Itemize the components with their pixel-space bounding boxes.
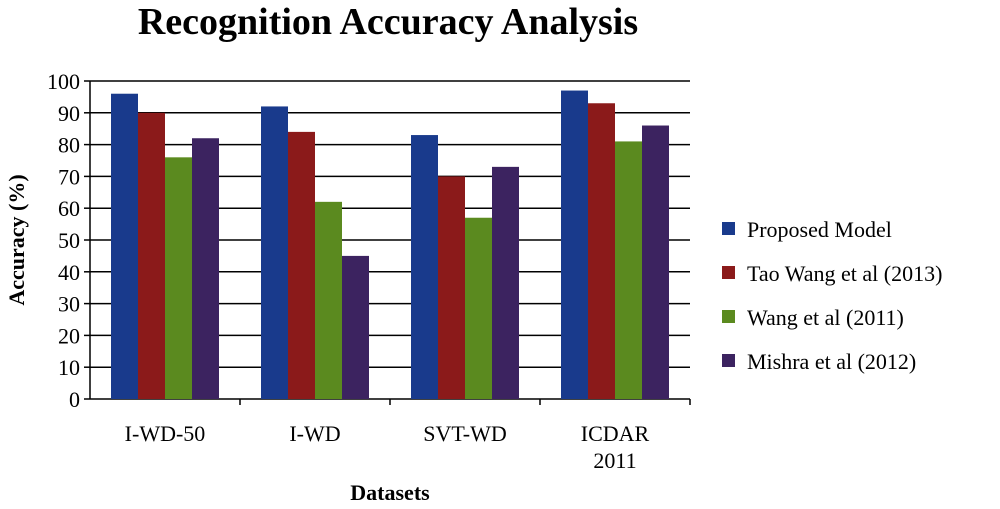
x-tick-label: 2011: [593, 448, 636, 473]
bar-proposed-model-1: [261, 106, 288, 399]
bar-proposed-model-3: [561, 90, 588, 399]
y-tick-label: 50: [58, 228, 80, 253]
y-tick-label: 30: [58, 292, 80, 317]
legend-label: Wang et al (2011): [747, 305, 904, 330]
y-tick-label: 20: [58, 323, 80, 348]
legend-label: Mishra et al (2012): [747, 349, 916, 374]
bar-wang-et-al-2011-3: [615, 141, 642, 400]
legend: Proposed Model Tao Wang et al (2013) Wang …: [722, 217, 942, 374]
legend-swatch: [722, 266, 735, 279]
y-tick-label: 0: [69, 387, 80, 412]
bar-wang-et-al-2011-1: [315, 201, 342, 399]
bar-tao-wang-et-al-2013-1: [288, 131, 315, 399]
y-tick-label: 90: [58, 101, 80, 126]
bar-mishra-et-al-2012-0: [192, 138, 219, 400]
x-tick-label: I-WD: [289, 421, 340, 446]
x-tick-label: I-WD-50: [125, 421, 206, 446]
x-axis-label: Datasets: [350, 480, 430, 505]
legend-label: Proposed Model: [747, 217, 892, 242]
y-axis-label: Accuracy (%): [4, 174, 29, 305]
y-tick-label: 10: [58, 355, 80, 380]
bar-wang-et-al-2011-2: [465, 217, 492, 399]
y-tick-label: 100: [47, 69, 80, 94]
legend-swatch: [722, 222, 735, 235]
legend-swatch: [722, 310, 735, 323]
bar-mishra-et-al-2012-3: [642, 125, 669, 400]
bar-proposed-model-2: [411, 135, 438, 399]
y-tick-labels: 0 10 20 30 40 50 60 70 80 90 100: [47, 69, 80, 412]
y-tick-label: 60: [58, 196, 80, 221]
y-tick-label: 80: [58, 133, 80, 158]
bar-tao-wang-et-al-2013-3: [588, 103, 615, 399]
x-tick-label: SVT-WD: [423, 421, 507, 446]
bar-mishra-et-al-2012-1: [342, 255, 369, 399]
chart-title: Recognition Accuracy Analysis: [138, 1, 638, 43]
y-tick-label: 40: [58, 260, 80, 285]
bar-wang-et-al-2011-0: [165, 157, 192, 399]
bar-tao-wang-et-al-2013-2: [438, 176, 465, 399]
bar-mishra-et-al-2012-2: [492, 166, 519, 399]
legend-label: Tao Wang et al (2013): [747, 261, 942, 286]
x-tick-label: ICDAR: [581, 421, 650, 446]
bars: [111, 90, 669, 400]
y-tick-label: 70: [58, 164, 80, 189]
bar-tao-wang-et-al-2013-0: [138, 112, 165, 400]
bar-proposed-model-0: [111, 93, 138, 399]
legend-swatch: [722, 354, 735, 367]
